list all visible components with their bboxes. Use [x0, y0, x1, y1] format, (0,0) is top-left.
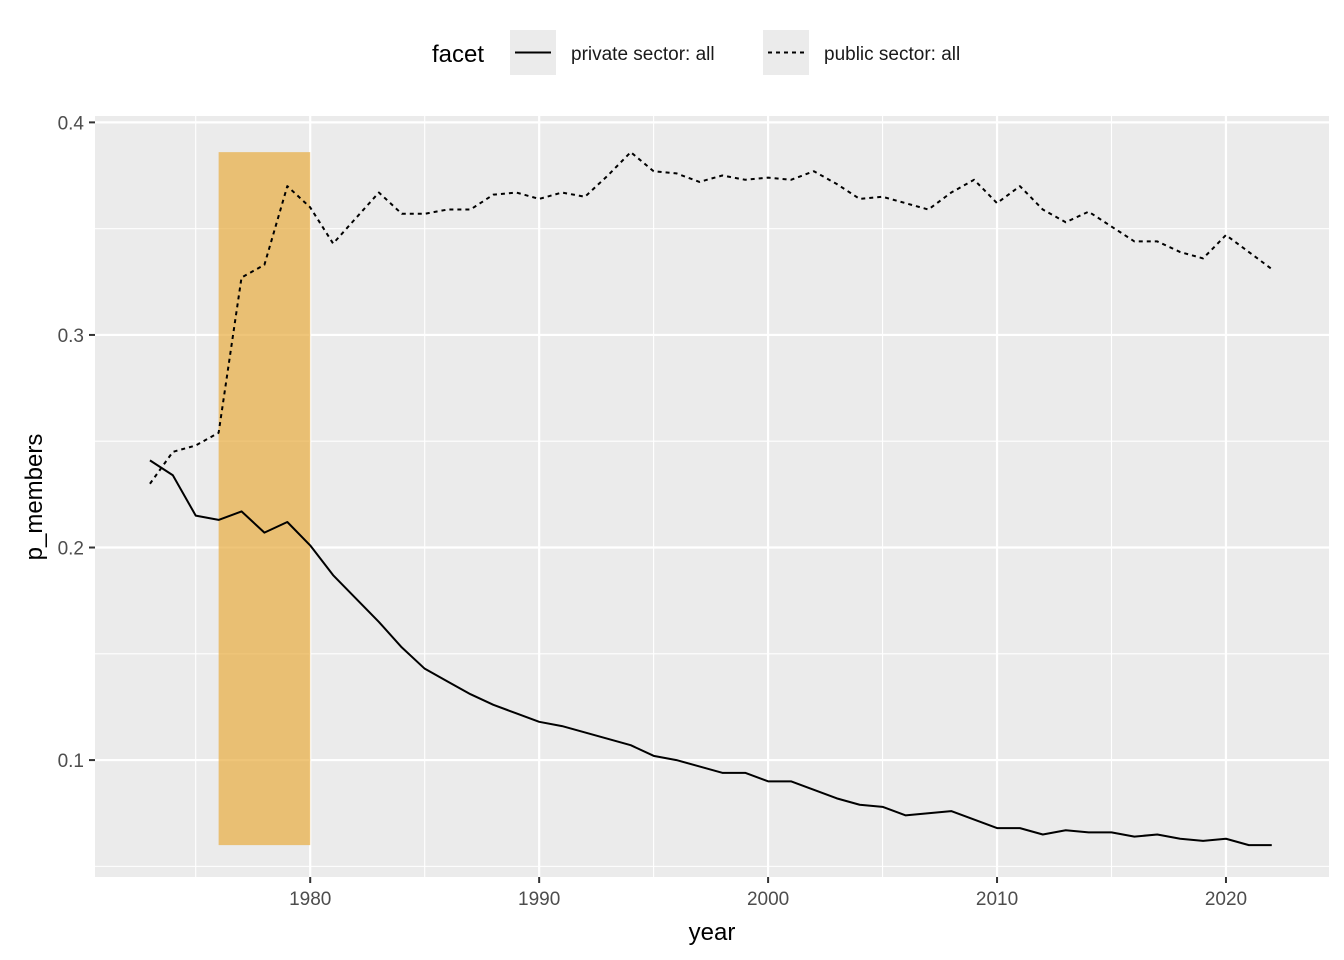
series-line-private	[149, 459, 1272, 847]
x-tick-label: 2020	[1205, 889, 1247, 910]
legend: facet private sector: all public sector:…	[432, 30, 960, 75]
highlight-band	[218, 152, 311, 846]
x-tick-label: 2010	[976, 889, 1018, 910]
x-axis: 1980 1990 2000 2010 2020	[289, 877, 1247, 910]
legend-label-private: private sector: all	[571, 44, 715, 65]
y-tick-label: 0.3	[58, 326, 84, 347]
x-tick-label: 2000	[747, 889, 789, 910]
y-axis: 0.1 0.2 0.3 0.4	[58, 113, 95, 772]
y-tick-label: 0.1	[58, 751, 84, 772]
y-tick-label: 0.4	[58, 113, 85, 134]
x-tick-label: 1990	[518, 889, 560, 910]
y-axis-title: p_members	[21, 434, 48, 561]
series-line-public	[149, 151, 1273, 485]
legend-label-public: public sector: all	[824, 44, 960, 65]
x-axis-title: year	[689, 919, 736, 946]
x-tick-label: 1980	[289, 889, 331, 910]
series-layer	[149, 151, 1273, 847]
legend-title: facet	[432, 41, 484, 68]
grid-minor	[95, 116, 1329, 877]
y-tick-label: 0.2	[58, 539, 84, 560]
highlight-band-layer	[218, 152, 311, 846]
